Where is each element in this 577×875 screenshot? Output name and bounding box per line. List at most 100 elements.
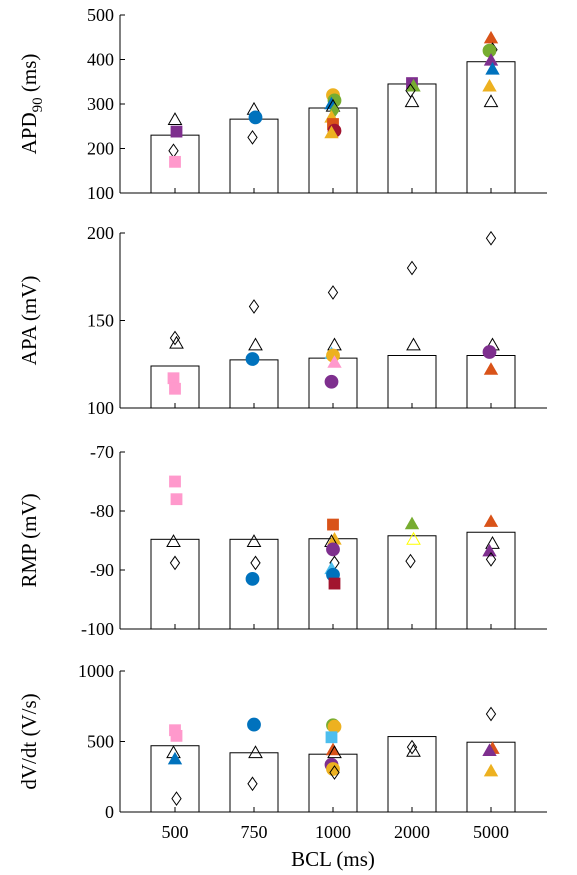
y-tick-label: 500 [87, 5, 114, 25]
data-point [405, 553, 416, 569]
data-point [482, 743, 497, 756]
data-point [169, 382, 181, 395]
data-point [166, 534, 181, 548]
data-point [406, 739, 418, 755]
data-point [406, 78, 421, 92]
data-point [485, 535, 500, 549]
bar-2000 [387, 355, 437, 409]
data-point [404, 94, 420, 108]
data-point [170, 493, 183, 506]
data-point [329, 765, 340, 780]
y-tick-label: 100 [87, 398, 114, 418]
bar-500 [150, 538, 200, 630]
data-point [406, 337, 421, 351]
data-point [327, 719, 342, 734]
bar-2000 [387, 535, 437, 630]
data-point [324, 125, 339, 139]
data-point [327, 518, 339, 531]
data-point [482, 345, 497, 359]
y-tick-label: 100 [87, 183, 114, 203]
data-point [248, 299, 260, 314]
data-point [248, 745, 263, 759]
data-point [326, 542, 340, 557]
data-point [483, 30, 499, 44]
data-point [250, 555, 261, 571]
y-tick-label: 400 [87, 50, 114, 70]
data-point [406, 260, 418, 276]
data-point [483, 94, 499, 108]
data-point [169, 335, 184, 349]
data-point [485, 61, 500, 75]
y-tick-label: -90 [90, 560, 114, 580]
data-point [245, 352, 260, 366]
data-point [483, 514, 499, 527]
data-point [246, 534, 262, 548]
apd90-panel: 100 200 300 400 500 APD90 (ms) [17, 5, 547, 203]
data-point [169, 155, 181, 168]
data-point [327, 285, 339, 300]
data-point [167, 751, 183, 765]
y-axis-label: APD90 (ms) [17, 54, 46, 155]
data-point [485, 706, 497, 722]
data-point [327, 337, 342, 351]
x-axis-label: BCL (ms) [291, 847, 375, 871]
data-point [324, 374, 339, 389]
data-point [325, 731, 338, 744]
data-point [247, 776, 258, 792]
data-point [483, 362, 499, 375]
data-point [404, 516, 420, 530]
y-tick-label: -80 [90, 501, 114, 521]
x-tick-label: 500 [162, 822, 189, 842]
y-tick-label: -70 [90, 442, 114, 462]
data-point [327, 355, 342, 368]
data-point [482, 43, 497, 58]
x-tick-label: 1000 [315, 822, 351, 842]
y-tick-label: 0 [105, 802, 114, 822]
data-point [327, 745, 342, 759]
y-tick-label: 150 [87, 311, 114, 331]
data-point [483, 763, 499, 777]
bar-750 [229, 118, 279, 194]
data-point [328, 577, 341, 590]
y-tick-label: -100 [81, 619, 114, 639]
data-point [170, 125, 183, 138]
bar-2000 [387, 83, 437, 194]
data-point [169, 475, 181, 488]
x-tick-label: 5000 [473, 822, 509, 842]
y-axis-label: dV/dt (V/s) [17, 693, 41, 789]
data-point [485, 230, 497, 246]
x-tick-label: 2000 [394, 822, 430, 842]
y-tick-label: 500 [87, 732, 114, 752]
x-tick-label: 750 [241, 822, 268, 842]
bar-5000 [466, 61, 516, 194]
data-point [406, 531, 421, 545]
data-point [248, 110, 263, 125]
data-point [482, 78, 497, 92]
data-point [406, 743, 421, 757]
data-point [482, 543, 497, 557]
dvdt-panel: 0 500 1000 500 750 1000 2000 5000 dV/dt (V/s) [17, 661, 547, 842]
y-tick-label: 200 [87, 223, 114, 243]
data-point [167, 372, 180, 385]
y-tick-label: 300 [87, 94, 114, 114]
bar-750 [229, 359, 279, 409]
bar-750 [229, 752, 279, 813]
data-point [167, 112, 183, 125]
data-point [247, 717, 261, 732]
y-axis-label: RMP (mV) [17, 493, 41, 587]
y-tick-label: 1000 [78, 661, 114, 681]
y-tick-label: 200 [87, 139, 114, 159]
bar-2000 [387, 736, 437, 813]
data-point [248, 337, 263, 351]
apa-panel: 100 150 200 APA (mV) [17, 223, 547, 418]
data-point [169, 555, 181, 571]
data-point [245, 571, 260, 586]
y-axis-label: APA (mV) [17, 276, 41, 366]
data-point [171, 791, 182, 806]
data-point [485, 552, 497, 567]
data-point [169, 330, 181, 346]
data-point [247, 130, 258, 145]
rmp-panel: -100 -90 -80 -70 RMP (mV) [17, 442, 547, 639]
data-point [170, 729, 183, 742]
